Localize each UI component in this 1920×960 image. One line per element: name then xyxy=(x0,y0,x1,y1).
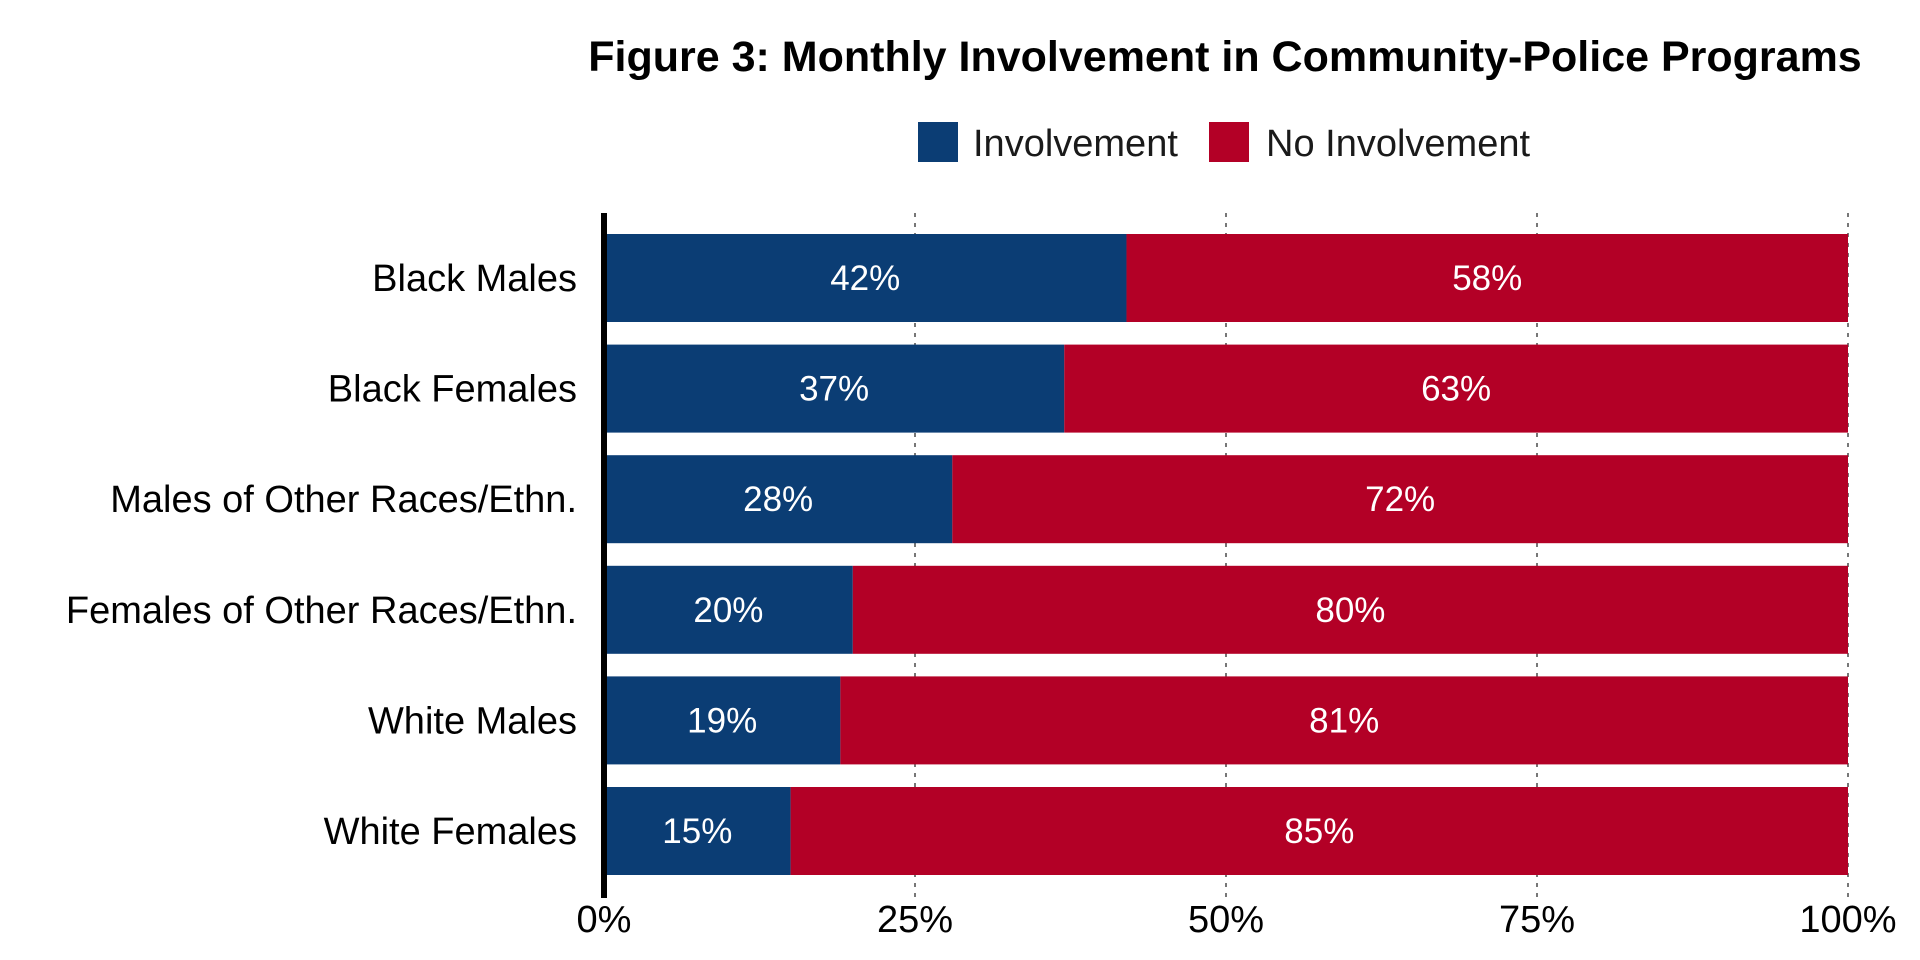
bar-involvement-3 xyxy=(604,565,853,654)
bar-no-involvement-5 xyxy=(790,787,1848,875)
x-tick-label-0: 0% xyxy=(577,899,632,941)
category-label-2: Males of Other Races/Ethn. xyxy=(110,479,577,521)
data-label-involvement-5: 15% xyxy=(662,812,732,851)
x-axis-tick-labels: 0% 25% 50% 75% 100% xyxy=(577,899,1897,941)
category-label-1: Black Females xyxy=(328,369,577,411)
data-label-involvement-3: 20% xyxy=(693,591,763,630)
legend: Involvement No Involvement xyxy=(918,122,1530,165)
bar-no-involvement-1 xyxy=(1064,344,1848,433)
data-label-no-involvement-1: 63% xyxy=(1421,370,1491,409)
category-labels: Black Males Black Females Males of Other R… xyxy=(66,258,577,853)
chart-title: Figure 3: Monthly Involvement in Communi… xyxy=(588,33,1861,81)
bar-no-involvement-3 xyxy=(852,565,1848,654)
category-label-3: Females of Other Races/Ethn. xyxy=(66,590,577,632)
category-label-4: White Males xyxy=(368,700,577,742)
bar-no-involvement-0 xyxy=(1126,234,1848,322)
legend-swatch-no-involvement xyxy=(1209,122,1249,162)
data-label-no-involvement-0: 58% xyxy=(1452,259,1522,298)
legend-label-involvement: Involvement xyxy=(973,123,1178,165)
data-label-involvement-0: 42% xyxy=(830,259,900,298)
bar-no-involvement-4 xyxy=(840,676,1848,765)
x-tick-label-2: 50% xyxy=(1188,899,1264,941)
gridlines xyxy=(914,213,1849,898)
x-tick-label-3: 75% xyxy=(1499,899,1575,941)
data-label-no-involvement-4: 81% xyxy=(1309,701,1379,740)
data-label-involvement-2: 28% xyxy=(743,480,813,519)
bar-involvement-2 xyxy=(604,455,953,544)
data-label-involvement-4: 19% xyxy=(687,701,757,740)
bar-involvement-4 xyxy=(604,676,841,765)
legend-label-no-involvement: No Involvement xyxy=(1266,123,1530,165)
x-tick-label-1: 25% xyxy=(877,899,953,941)
legend-swatch-involvement xyxy=(918,122,958,162)
category-label-5: White Females xyxy=(324,811,577,853)
bar-involvement-1 xyxy=(604,344,1065,433)
data-label-no-involvement-3: 80% xyxy=(1315,591,1385,630)
bars: 42% 58% 37% 63% 28% 72% 20% 80% 19% 81% 15% 85% xyxy=(604,234,1848,875)
bar-involvement-0 xyxy=(604,234,1127,322)
data-label-no-involvement-2: 72% xyxy=(1365,480,1435,519)
data-label-involvement-1: 37% xyxy=(799,370,869,409)
bar-no-involvement-2 xyxy=(952,455,1848,544)
data-label-no-involvement-5: 85% xyxy=(1284,812,1354,851)
x-tick-label-4: 100% xyxy=(1799,899,1896,941)
category-label-0: Black Males xyxy=(372,258,577,300)
bar-involvement-5 xyxy=(604,787,791,875)
